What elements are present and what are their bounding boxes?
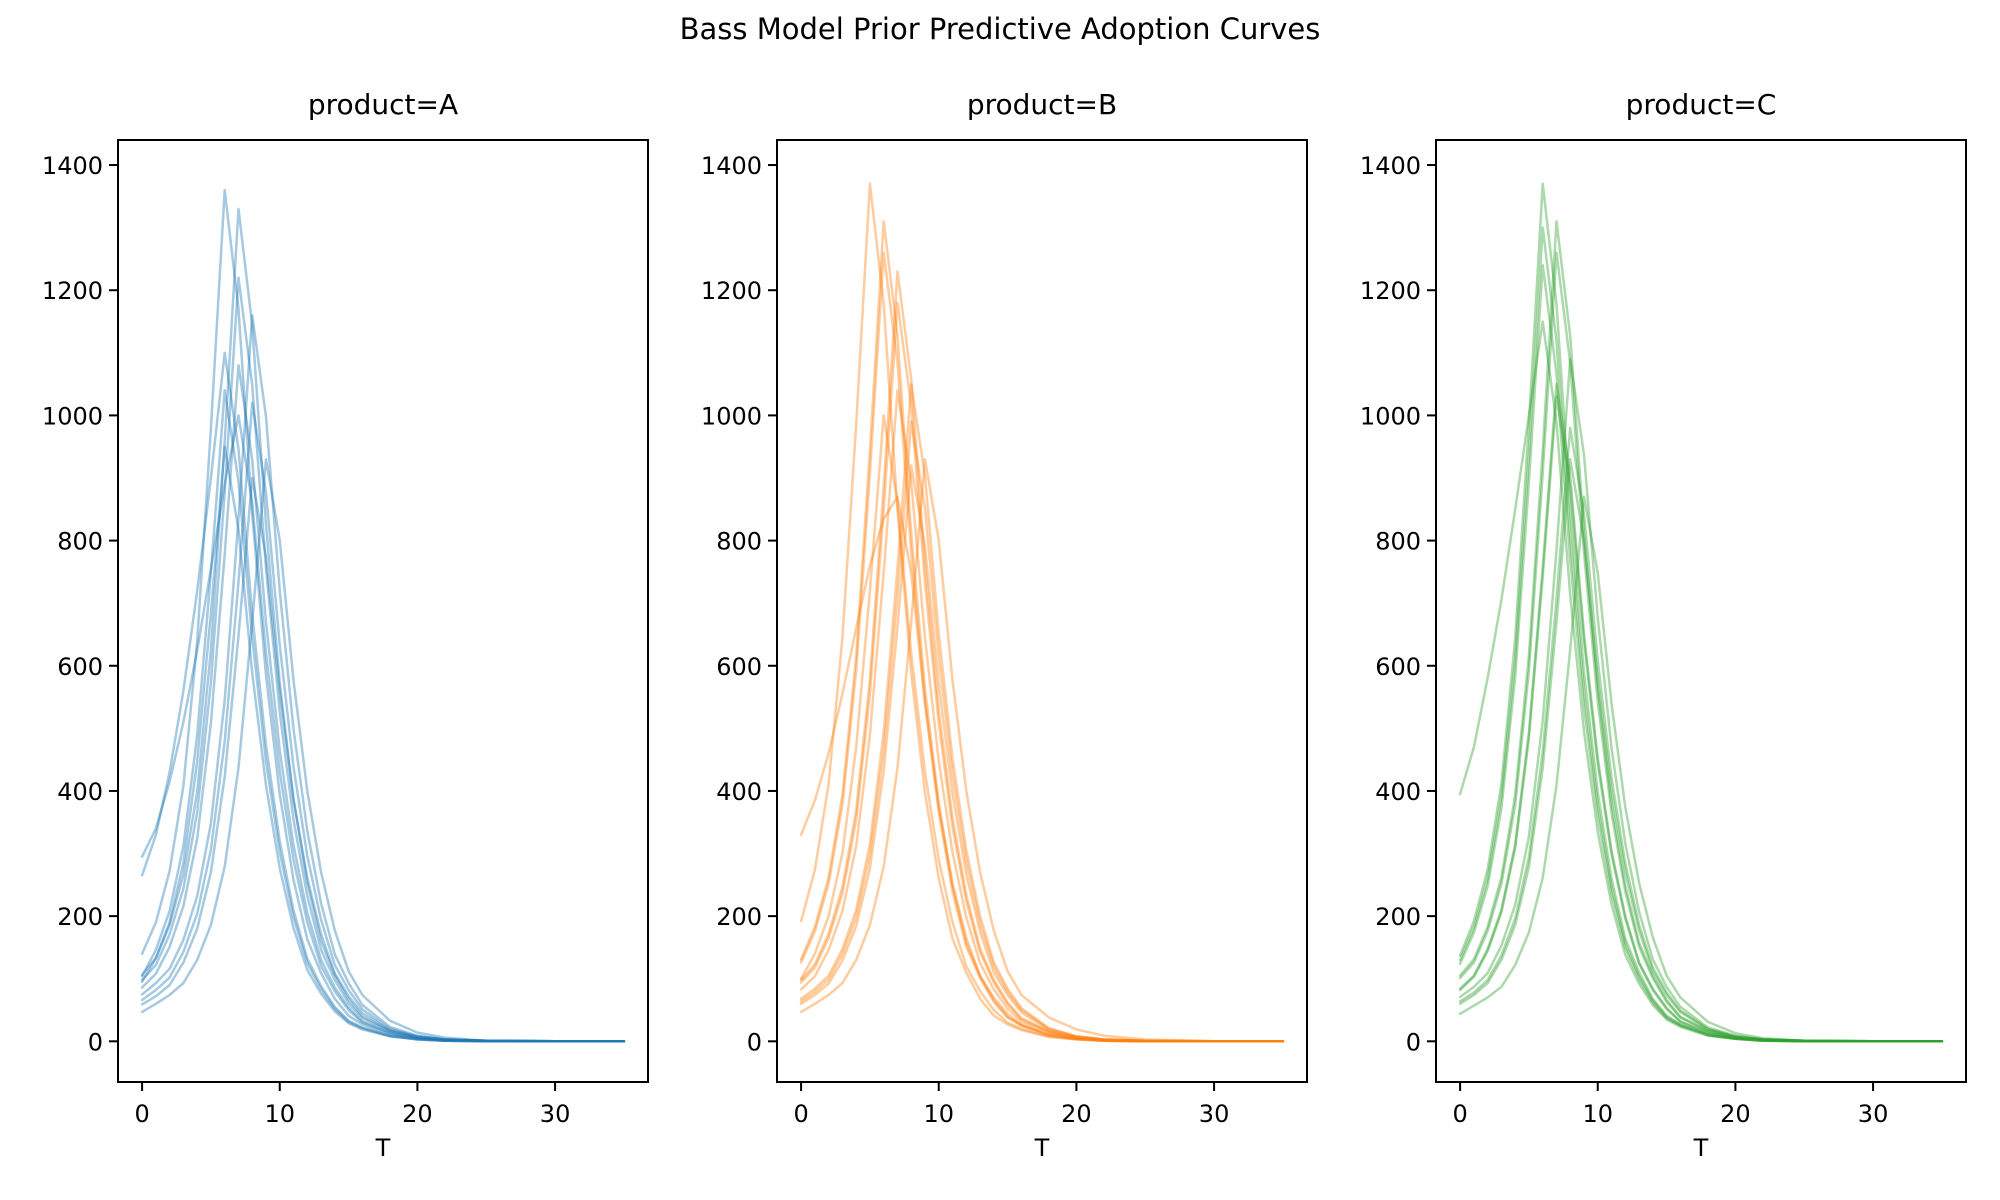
adoption-curve — [1458, 220, 1944, 1043]
y-tick-label: 200 — [716, 903, 762, 931]
x-tick-label: 10 — [923, 1100, 954, 1128]
panel-title-product-b: product=B — [966, 88, 1118, 121]
y-tick-label: 400 — [1375, 778, 1421, 806]
x-tick-label: 10 — [1582, 1100, 1613, 1128]
adoption-curve — [799, 270, 1285, 1043]
adoption-curve — [140, 188, 626, 1043]
x-tick-label: 0 — [1452, 1100, 1467, 1128]
y-tick-label: 200 — [57, 903, 103, 931]
adoption-curve — [1458, 426, 1944, 1043]
adoption-curve — [1458, 251, 1944, 1043]
adoption-curve — [140, 401, 626, 1043]
adoption-curve — [140, 207, 626, 1043]
y-tick-label: 0 — [1406, 1028, 1421, 1056]
x-tick-label: 0 — [134, 1100, 149, 1128]
adoption-curve — [799, 495, 1285, 1043]
y-tick-label: 0 — [88, 1028, 103, 1056]
adoption-curve — [1458, 263, 1944, 1043]
axes-frame — [776, 139, 1308, 1083]
adoption-curve — [1458, 320, 1944, 1043]
x-tick-label: 30 — [1199, 1100, 1230, 1128]
adoption-curve — [799, 420, 1285, 1043]
x-tick-label: 30 — [1858, 1100, 1889, 1128]
adoption-curve — [140, 457, 626, 1043]
y-tick-label: 1000 — [42, 402, 103, 430]
adoption-curve — [799, 389, 1285, 1043]
x-tick-label: 20 — [402, 1100, 433, 1128]
adoption-curve — [799, 414, 1285, 1043]
y-tick-label: 1200 — [1360, 277, 1421, 305]
adoption-curve — [140, 314, 626, 1043]
y-tick-label: 800 — [716, 528, 762, 556]
y-tick-label: 1200 — [701, 277, 762, 305]
y-tick-label: 400 — [57, 778, 103, 806]
x-tick-label: 0 — [793, 1100, 808, 1128]
y-tick-label: 1000 — [1360, 402, 1421, 430]
y-tick-label: 1400 — [701, 152, 762, 180]
adoption-curve — [799, 251, 1285, 1043]
adoption-curve — [140, 389, 626, 1043]
adoption-curve — [799, 301, 1285, 1043]
adoption-curve — [140, 445, 626, 1043]
adoption-curve — [1458, 382, 1944, 1043]
adoption-curve — [140, 364, 626, 1043]
x-tick-label: 30 — [540, 1100, 571, 1128]
y-tick-label: 800 — [1375, 528, 1421, 556]
x-tick-label: 20 — [1720, 1100, 1751, 1128]
adoption-curve — [1458, 226, 1944, 1043]
adoption-curve — [799, 182, 1285, 1043]
axes-frame — [1435, 139, 1967, 1083]
x-tick-label: 10 — [264, 1100, 295, 1128]
x-axis-label-b: T — [1034, 1134, 1050, 1162]
y-tick-label: 800 — [57, 528, 103, 556]
y-tick-label: 600 — [1375, 653, 1421, 681]
y-tick-label: 1400 — [42, 152, 103, 180]
panel-title-product-c: product=C — [1625, 88, 1777, 121]
adoption-curve — [1458, 395, 1944, 1043]
panel-title-product-a: product=A — [307, 88, 459, 121]
y-tick-label: 1000 — [701, 402, 762, 430]
adoption-curve — [140, 414, 626, 1043]
y-tick-label: 0 — [747, 1028, 762, 1056]
x-tick-label: 20 — [1061, 1100, 1092, 1128]
adoption-curve — [1458, 495, 1944, 1043]
y-tick-label: 200 — [1375, 903, 1421, 931]
adoption-curve — [140, 276, 626, 1043]
adoption-curve — [1458, 457, 1944, 1043]
y-tick-label: 600 — [57, 653, 103, 681]
figure-title: Bass Model Prior Predictive Adoption Cur… — [679, 12, 1321, 46]
y-tick-label: 1200 — [42, 277, 103, 305]
adoption-curve — [799, 464, 1285, 1043]
adoption-curve — [1458, 182, 1944, 1043]
adoption-curve — [140, 351, 626, 1043]
adoption-curve — [799, 382, 1285, 1043]
adoption-curve — [799, 220, 1285, 1043]
y-tick-label: 400 — [716, 778, 762, 806]
adoption-curve — [140, 476, 626, 1043]
x-axis-label-a: T — [375, 1134, 391, 1162]
adoption-curve — [799, 457, 1285, 1043]
adoption-curve — [1458, 357, 1944, 1043]
axes-frame — [117, 139, 649, 1083]
y-tick-label: 600 — [716, 653, 762, 681]
x-axis-label-c: T — [1693, 1134, 1709, 1162]
y-tick-label: 1400 — [1360, 152, 1421, 180]
